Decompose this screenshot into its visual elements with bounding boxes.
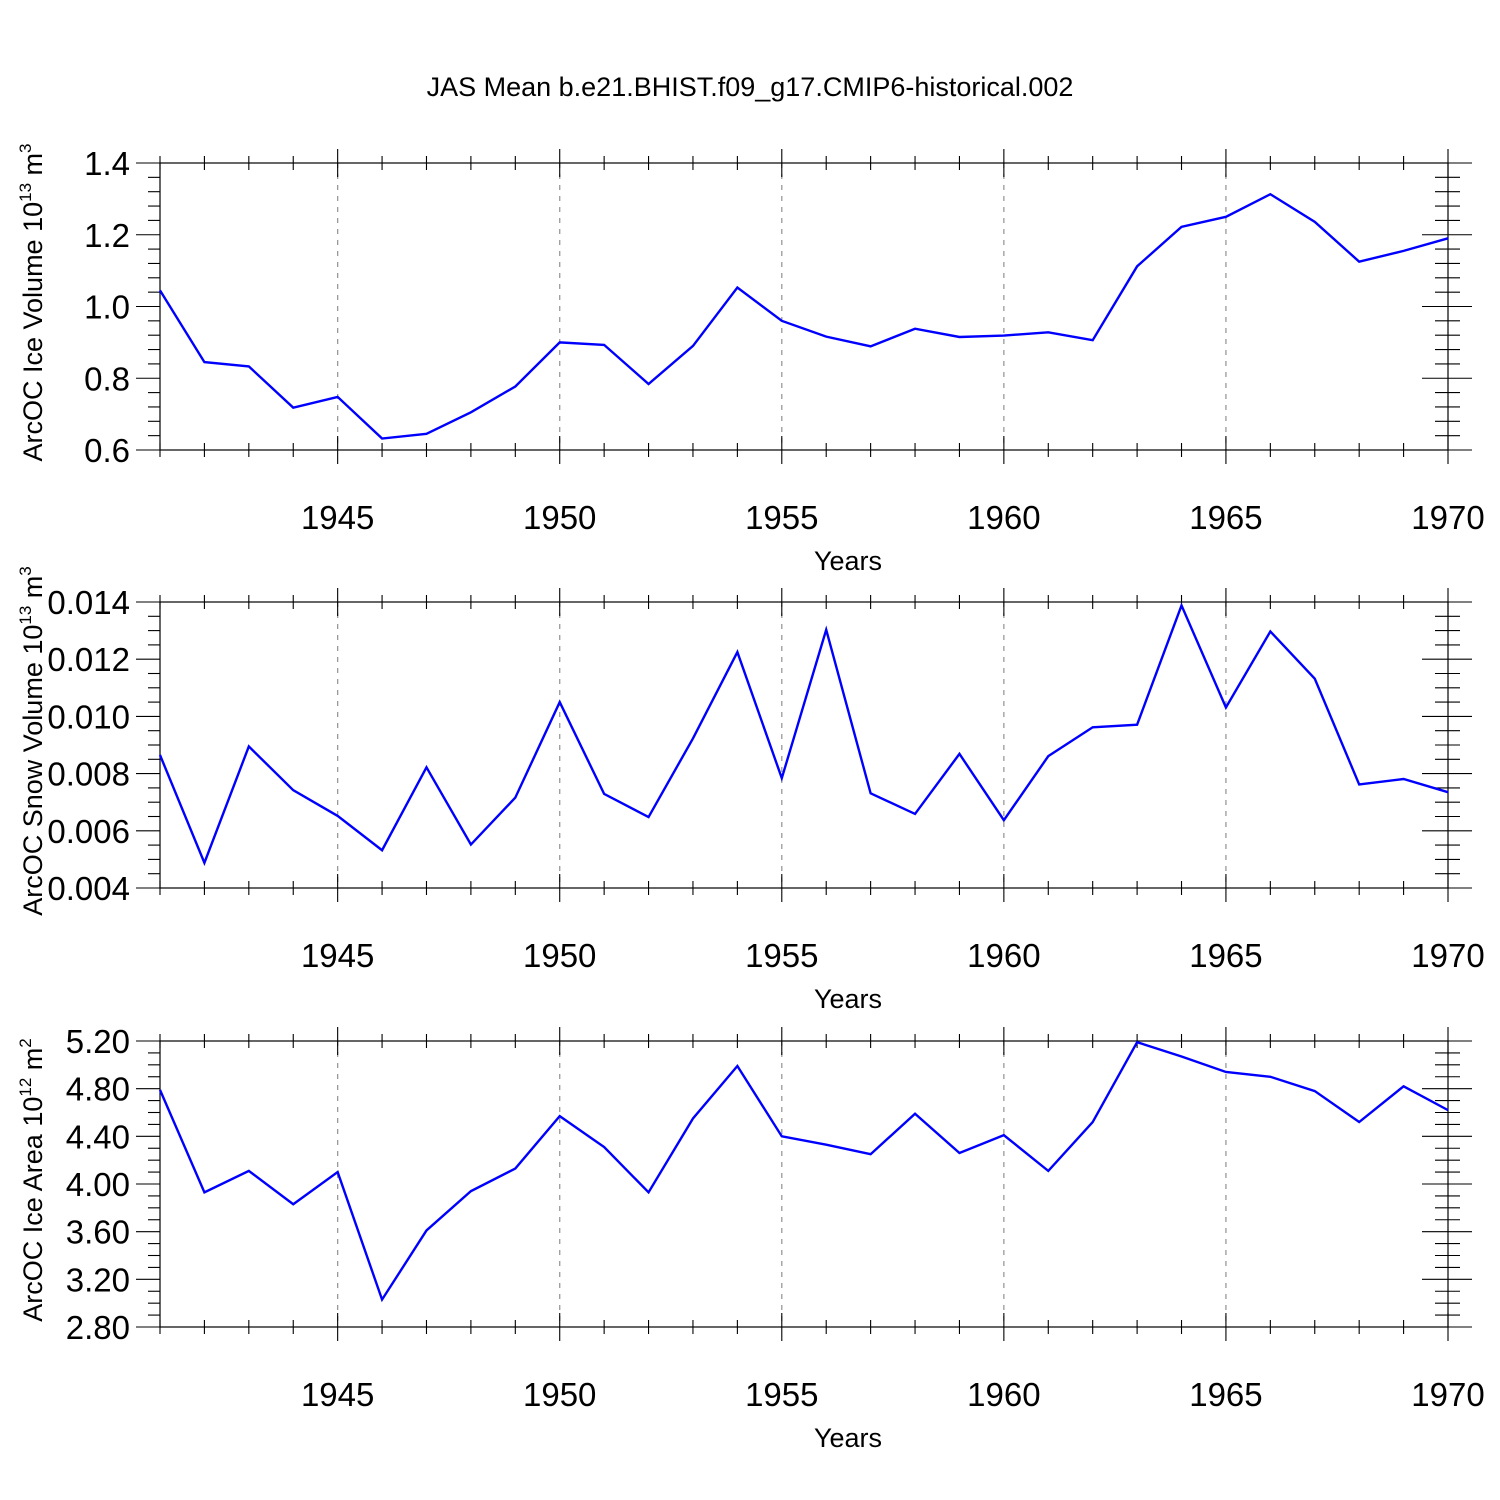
panel-ice-area: 2.80 3.20 3.60 4.00 4.40 4.80 5.20 1945 1950 1955… (16, 1023, 1485, 1453)
x-tick-label: 1970 (1411, 937, 1484, 974)
x-axis-title: Years (814, 546, 882, 576)
x-tick-label: 1970 (1411, 1376, 1484, 1413)
y-tick-label: 4.80 (66, 1071, 130, 1108)
y-tick-label: 0.010 (47, 698, 130, 735)
y-tick-label: 2.80 (66, 1309, 130, 1346)
x-axis-title: Years (814, 984, 882, 1014)
panel-snow-volume: 0.004 0.006 0.008 0.010 0.012 0.014 1945 1950 19… (16, 566, 1485, 1014)
x-tick-label: 1950 (523, 1376, 596, 1413)
y-axis-title: ArcOC Ice Volume 1013 m3 (16, 143, 48, 461)
series-line-ice-area (158, 1040, 1449, 1303)
series-line-snow-volume (158, 602, 1449, 867)
y-tick-label: 0.014 (47, 584, 130, 621)
x-tick-label: 1955 (745, 937, 818, 974)
x-tick-label: 1965 (1189, 1376, 1262, 1413)
chart-title: JAS Mean b.e21.BHIST.f09_g17.CMIP6-histo… (427, 72, 1074, 102)
y-tick-label: 5.20 (66, 1023, 130, 1060)
panel-ice-volume: 0.6 0.8 1.0 1.2 1.4 1945 1950 1955 1960 1965 1970 Y… (16, 143, 1485, 576)
y-tick-label: 0.8 (84, 360, 130, 397)
y-tick-label: 1.2 (84, 217, 130, 254)
y-tick-label: 0.012 (47, 641, 130, 678)
y-tick-label: 4.00 (66, 1166, 130, 1203)
x-tick-label: 1950 (523, 937, 596, 974)
plot-frame (159, 601, 1449, 889)
x-tick-label: 1945 (301, 937, 374, 974)
y-tick-label: 0.006 (47, 813, 130, 850)
x-tick-label: 1950 (523, 499, 596, 536)
y-tick-label: 0.008 (47, 756, 130, 793)
y-tick-label: 1.0 (84, 289, 130, 326)
y-tick-label: 4.40 (66, 1118, 130, 1155)
y-tick-label: 0.004 (47, 870, 130, 907)
y-tick-label: 3.60 (66, 1214, 130, 1251)
x-tick-label: 1955 (745, 1376, 818, 1413)
x-axis-title: Years (814, 1423, 882, 1453)
x-tick-label: 1960 (967, 499, 1040, 536)
x-tick-label: 1955 (745, 499, 818, 536)
x-tick-label: 1965 (1189, 499, 1262, 536)
x-tick-label: 1965 (1189, 937, 1262, 974)
x-tick-label: 1945 (301, 1376, 374, 1413)
x-tick-label: 1970 (1411, 499, 1484, 536)
plot-frame (159, 162, 1449, 451)
x-tick-label: 1945 (301, 499, 374, 536)
x-tick-label: 1960 (967, 937, 1040, 974)
y-tick-label: 1.4 (84, 145, 130, 182)
y-tick-label: 3.20 (66, 1261, 130, 1298)
y-tick-label: 0.6 (84, 432, 130, 469)
y-axis-title: ArcOC Snow Volume 1013 m3 (16, 566, 48, 916)
plot-frame (159, 1040, 1449, 1328)
x-tick-label: 1960 (967, 1376, 1040, 1413)
series-line-ice-volume (158, 192, 1449, 440)
y-axis-title: ArcOC Ice Area 1012 m2 (16, 1038, 48, 1322)
